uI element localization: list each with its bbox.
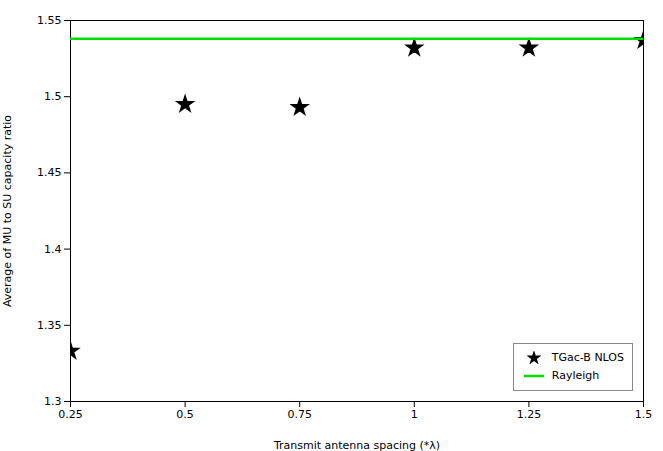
html-text:TGac-B NLOS: TGac-B NLOS [551, 351, 624, 364]
svg-text:1.5: 1.5 [44, 90, 62, 103]
html-text:Rayleigh: Rayleigh [551, 369, 600, 382]
svg-text:0.25: 0.25 [58, 408, 83, 421]
svg-text:Average of MU to SU capacity r: Average of MU to SU capacity ratio [1, 115, 14, 307]
svg-text:Transmit antenna spacing (*λ): Transmit antenna spacing (*λ) [273, 439, 440, 451]
svg-text:1.3: 1.3 [44, 395, 62, 408]
svg-text:1.25: 1.25 [517, 408, 542, 421]
svg-text:0.75: 0.75 [287, 408, 312, 421]
svg-text:1.45: 1.45 [37, 166, 62, 179]
svg-text:1.5: 1.5 [635, 408, 653, 421]
svg-text:1.55: 1.55 [37, 14, 62, 27]
svg-text:1.4: 1.4 [44, 243, 62, 256]
svg-text:1.35: 1.35 [37, 319, 62, 332]
svg-text:1: 1 [411, 408, 418, 421]
svg-text:0.5: 0.5 [176, 408, 194, 421]
